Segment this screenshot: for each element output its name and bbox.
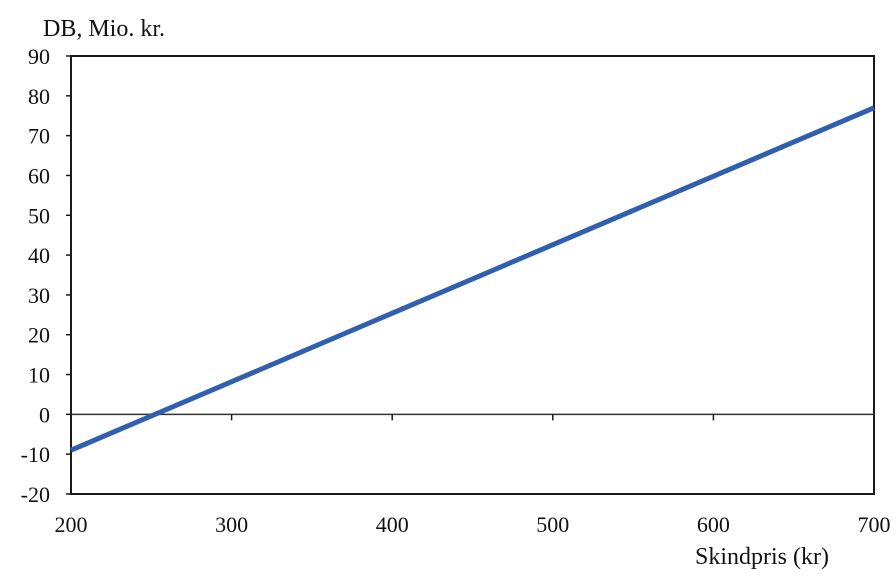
y-tick-label: 80 (28, 84, 50, 109)
y-tick-label: -20 (21, 482, 50, 507)
y-tick-label: 90 (28, 44, 50, 69)
x-tick-label: 200 (55, 512, 88, 537)
x-axis-title: Skindpris (kr) (695, 544, 829, 570)
series-line (70, 105, 875, 453)
y-tick-label: 50 (28, 203, 50, 228)
y-axis-title: DB, Mio. kr. (43, 16, 165, 42)
x-tick-label: 400 (376, 512, 409, 537)
y-tick-label: 10 (28, 363, 50, 388)
y-tick-label: 20 (28, 323, 50, 348)
plot-area (70, 55, 875, 495)
y-tick-label: 0 (39, 402, 50, 427)
y-tick-label: 30 (28, 283, 50, 308)
x-tick-label: 500 (536, 512, 569, 537)
y-tick-label: 70 (28, 124, 50, 149)
plot-frame (70, 55, 875, 495)
x-tick-label: 300 (215, 512, 248, 537)
x-tick-label: 600 (697, 512, 730, 537)
y-tick-label: -10 (21, 442, 50, 467)
y-tick-label: 60 (28, 163, 50, 188)
y-tick-label: 40 (28, 243, 50, 268)
x-tick-label: 700 (858, 512, 891, 537)
series-layer (70, 105, 875, 453)
